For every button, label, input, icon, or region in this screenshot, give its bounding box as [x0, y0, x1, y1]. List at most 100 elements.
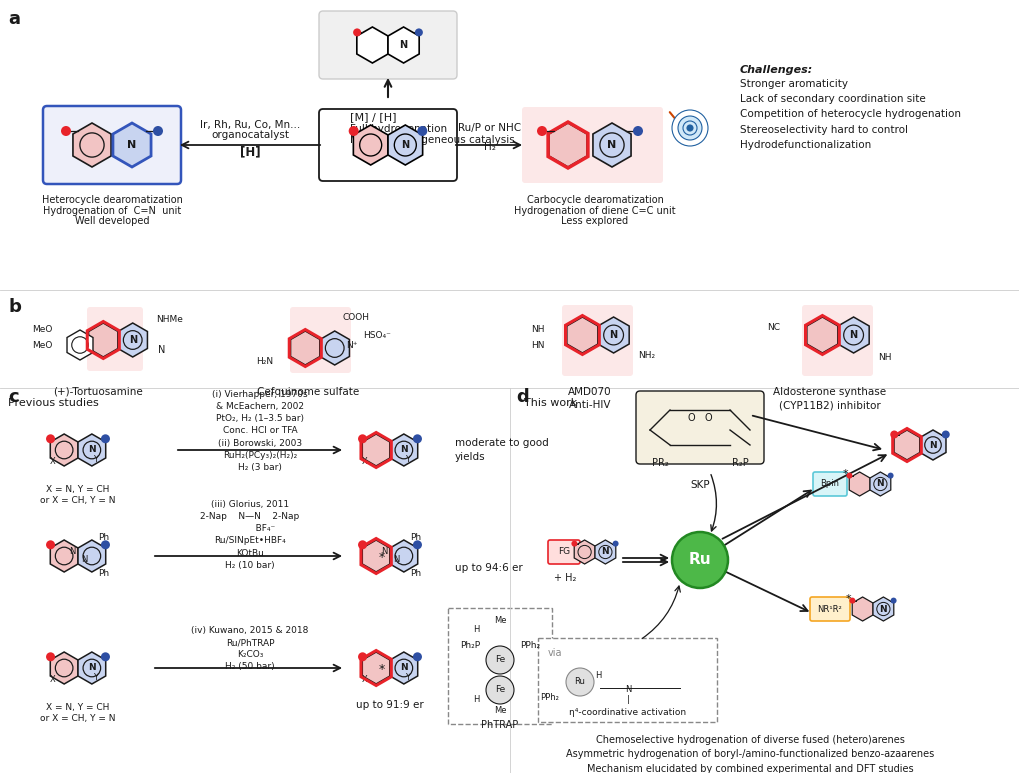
Text: Y: Y: [405, 673, 410, 683]
Text: NH: NH: [532, 325, 545, 335]
Text: Ru/P or NHC: Ru/P or NHC: [459, 123, 522, 133]
Text: PPh₂: PPh₂: [540, 693, 558, 703]
Polygon shape: [113, 123, 151, 167]
Text: Ph: Ph: [410, 570, 421, 578]
Polygon shape: [78, 652, 106, 684]
Text: N: N: [381, 547, 387, 557]
Text: MeO: MeO: [33, 340, 53, 349]
Text: Mostly heterogeneous catalysis: Mostly heterogeneous catalysis: [350, 135, 515, 145]
Circle shape: [348, 126, 359, 136]
Text: O   O: O O: [688, 413, 712, 423]
Text: Full hydrogenation: Full hydrogenation: [350, 124, 447, 134]
Polygon shape: [567, 317, 598, 353]
Polygon shape: [290, 331, 320, 365]
Text: N: N: [127, 140, 137, 150]
Text: NC: NC: [767, 323, 780, 332]
Text: *: *: [845, 594, 851, 604]
Polygon shape: [390, 652, 418, 684]
Circle shape: [678, 116, 702, 140]
Text: This work: This work: [524, 398, 577, 408]
Text: H₂: H₂: [484, 142, 496, 152]
FancyBboxPatch shape: [448, 608, 552, 724]
Polygon shape: [598, 317, 629, 353]
Circle shape: [61, 126, 71, 136]
Text: or X = CH, Y = N: or X = CH, Y = N: [40, 496, 116, 505]
Text: N: N: [128, 335, 137, 345]
Text: |: |: [627, 695, 630, 704]
Text: X: X: [362, 676, 368, 685]
Circle shape: [46, 540, 55, 550]
Circle shape: [687, 125, 693, 131]
Text: FG: FG: [558, 547, 570, 557]
Circle shape: [413, 434, 422, 443]
Text: Bpin: Bpin: [820, 479, 840, 489]
Text: up to 94:6 er: up to 94:6 er: [455, 563, 523, 573]
Polygon shape: [838, 317, 869, 353]
Text: N: N: [879, 604, 888, 614]
Text: N: N: [81, 556, 87, 564]
Circle shape: [101, 434, 110, 443]
Text: Hydrogenation of  C=N  unit: Hydrogenation of C=N unit: [43, 206, 181, 216]
Text: N: N: [401, 140, 410, 150]
Circle shape: [358, 540, 367, 550]
Text: Ru: Ru: [575, 677, 586, 686]
Polygon shape: [807, 317, 838, 353]
Text: organocatalyst: organocatalyst: [211, 130, 289, 140]
Text: moderate to good
yields: moderate to good yields: [455, 438, 549, 461]
Text: N: N: [850, 330, 858, 340]
Text: N: N: [625, 686, 631, 694]
Polygon shape: [363, 652, 390, 684]
Text: Me: Me: [494, 706, 506, 715]
Text: H: H: [595, 670, 601, 679]
Text: N: N: [400, 663, 408, 673]
Polygon shape: [849, 472, 870, 496]
Circle shape: [358, 434, 367, 443]
FancyBboxPatch shape: [548, 540, 580, 564]
Text: H: H: [474, 625, 480, 635]
Text: Y: Y: [93, 455, 98, 465]
Polygon shape: [118, 323, 148, 357]
Text: NR¹R²: NR¹R²: [817, 604, 843, 614]
Polygon shape: [388, 27, 419, 63]
Text: Me: Me: [494, 616, 506, 625]
Text: H₂N: H₂N: [256, 357, 273, 366]
Polygon shape: [852, 597, 873, 621]
Text: (iii) Glorius, 2011
2-Nap    N—N    2-Nap
           BF₄⁻
Ru/SINpEt•HBF₄
KOtBu
H: (iii) Glorius, 2011 2-Nap N—N 2-Nap BF₄⁻…: [201, 500, 300, 570]
Text: SKP: SKP: [690, 480, 710, 490]
Text: N: N: [607, 140, 616, 150]
FancyBboxPatch shape: [813, 472, 847, 496]
Polygon shape: [354, 125, 388, 165]
Circle shape: [683, 121, 697, 135]
Text: MeO: MeO: [33, 325, 53, 335]
Text: Carbocycle dearomatization: Carbocycle dearomatization: [527, 195, 663, 205]
Text: N: N: [400, 445, 408, 455]
Text: Y: Y: [405, 455, 410, 465]
Text: (+)-Tortuosamine: (+)-Tortuosamine: [53, 387, 143, 397]
FancyBboxPatch shape: [319, 109, 457, 181]
Text: a: a: [8, 10, 20, 28]
Text: [M] / [H]: [M] / [H]: [350, 112, 396, 122]
Circle shape: [413, 540, 422, 550]
Text: AMD070
Anti-HIV: AMD070 Anti-HIV: [569, 387, 611, 410]
FancyBboxPatch shape: [43, 106, 181, 184]
Polygon shape: [593, 123, 631, 167]
Text: Heterocycle dearomatization: Heterocycle dearomatization: [42, 195, 182, 205]
Text: Stronger aromaticity
Lack of secondary coordination site
Competition of heterocy: Stronger aromaticity Lack of secondary c…: [740, 79, 961, 150]
FancyBboxPatch shape: [87, 307, 143, 371]
Text: R₂P: R₂P: [732, 458, 748, 468]
Text: NH: NH: [878, 353, 892, 363]
Circle shape: [486, 676, 514, 704]
Text: Ph: Ph: [98, 570, 109, 578]
Text: Chemoselective hydrogenation of diverse fused (hetero)arenes
Asymmetric hydrogen: Chemoselective hydrogenation of diverse …: [566, 735, 934, 773]
Text: (i) Vierhapper, 1970s
& McEachern, 2002
PtO₂, H₂ (1–3.5 bar)
Conc. HCl or TFA
(i: (i) Vierhapper, 1970s & McEachern, 2002 …: [212, 390, 308, 472]
Circle shape: [612, 540, 619, 547]
Circle shape: [101, 652, 110, 661]
Polygon shape: [50, 434, 78, 466]
Text: NH₂: NH₂: [638, 350, 655, 359]
Polygon shape: [870, 472, 891, 496]
Circle shape: [850, 598, 855, 604]
Text: PR₂: PR₂: [651, 458, 668, 468]
Text: Fe: Fe: [495, 656, 505, 665]
Text: X = N, Y = CH: X = N, Y = CH: [46, 485, 110, 494]
Polygon shape: [390, 434, 418, 466]
